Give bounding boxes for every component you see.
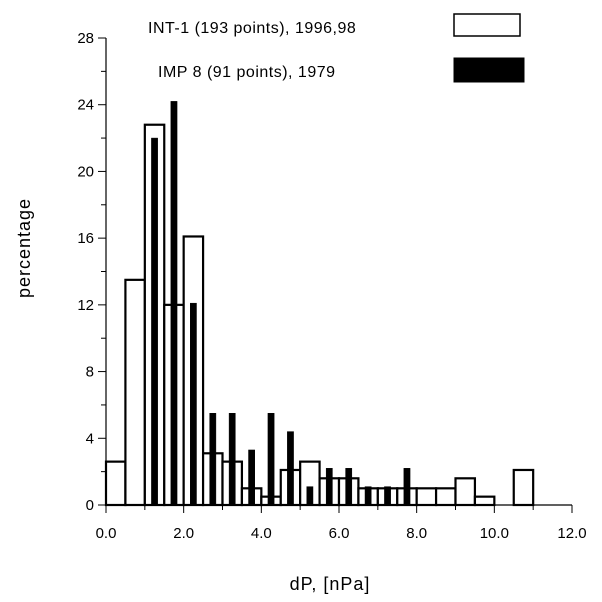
bar-imp8: [345, 468, 353, 506]
legend-label-int1: INT-1 (193 points), 1996,98: [148, 20, 356, 37]
series-imp8-bars: [151, 101, 411, 506]
bar-imp8: [403, 468, 411, 506]
bar-imp8: [151, 137, 158, 506]
x-tick-label: 2.0: [173, 525, 194, 542]
series-int1-bars: [104, 123, 535, 507]
x-tick-label: 12.0: [557, 525, 586, 542]
y-tick-label: 12: [77, 297, 94, 314]
x-axis: 0.0 2.0 4.0 6.0 8.0 10.0 12.0: [96, 504, 587, 542]
bar-imp8: [190, 302, 197, 506]
y-tick-label: 20: [77, 163, 94, 180]
y-axis: 0 4 8 12 16 20 24 28: [77, 30, 107, 514]
y-tick-label: 4: [86, 430, 94, 447]
bar-int1: [104, 460, 127, 507]
x-tick-label: 4.0: [251, 525, 272, 542]
y-tick-label: 24: [77, 97, 94, 114]
bar-imp8: [248, 449, 255, 506]
bar-int1: [454, 477, 477, 507]
legend-label-imp8: IMP 8 (91 points), 1979: [158, 64, 336, 81]
legend: INT-1 (193 points), 1996,98 IMP 8 (91 po…: [148, 13, 525, 83]
bar-imp8: [306, 486, 314, 506]
bar-int1: [434, 487, 457, 507]
y-tick-label: 28: [77, 30, 94, 47]
y-tick-label: 16: [77, 230, 94, 247]
y-tick-label: 0: [86, 497, 94, 514]
x-tick-label: 6.0: [329, 525, 350, 542]
bar-imp8: [209, 413, 217, 506]
bar-int1: [124, 278, 146, 507]
bar-imp8: [364, 486, 372, 506]
bar-imp8: [228, 413, 236, 506]
bar-imp8: [267, 413, 275, 506]
bar-int1: [415, 487, 438, 507]
x-tick-label: 0.0: [96, 525, 117, 542]
x-axis-title: dP, [nPa]: [290, 574, 371, 594]
y-tick-label: 8: [86, 364, 94, 381]
bar-imp8: [325, 468, 333, 506]
x-tick-label: 8.0: [406, 525, 427, 542]
bar-imp8: [384, 486, 391, 506]
legend-swatch-int1: [453, 13, 521, 37]
legend-swatch-imp8: [453, 57, 525, 83]
y-axis-title: percentage: [14, 198, 34, 298]
bar-imp8: [287, 431, 294, 506]
bar-int1: [473, 495, 496, 507]
bar-imp8: [170, 101, 178, 506]
bar-int1: [512, 468, 535, 507]
x-tick-label: 10.0: [480, 525, 509, 542]
